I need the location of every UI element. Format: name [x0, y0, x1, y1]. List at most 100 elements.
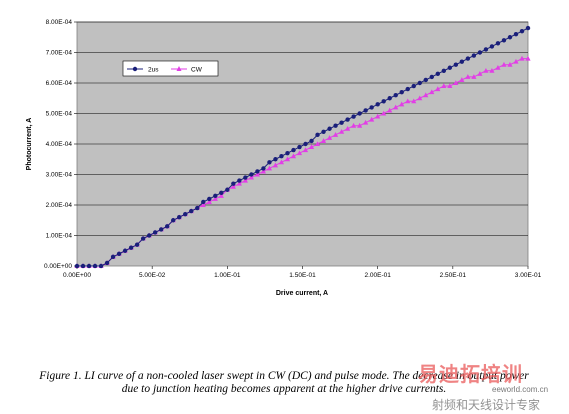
- data-point-2us: [441, 68, 447, 74]
- data-point-2us: [146, 233, 152, 238]
- data-point-cw: [314, 141, 321, 146]
- data-point-2us: [429, 74, 434, 80]
- data-point-2us: [459, 59, 465, 64]
- data-point-cw: [236, 180, 242, 186]
- data-point-cw: [489, 68, 495, 73]
- data-point-2us: [267, 160, 272, 165]
- data-point-2us: [116, 251, 122, 256]
- series-2us: [74, 25, 531, 269]
- data-point-cw: [326, 135, 333, 140]
- data-point-cw: [381, 110, 387, 116]
- data-point-cw: [218, 193, 224, 198]
- data-point-2us: [104, 260, 110, 266]
- li-curve-chart: 0.00E+00 5.00E-02 1.00E-01 1.50E-01 2.00E-01…: [26, 19, 542, 297]
- data-point-2us: [140, 236, 146, 241]
- data-point-cw: [513, 58, 519, 64]
- data-point-cw: [501, 61, 507, 67]
- data-point-cw: [417, 95, 423, 101]
- data-point-2us: [357, 111, 362, 116]
- y-tick-label: 7.00E-04: [46, 50, 73, 57]
- data-point-cw: [477, 71, 483, 76]
- data-point-cw: [423, 92, 429, 98]
- data-point-2us: [477, 50, 483, 55]
- data-point-cw: [399, 101, 405, 107]
- data-point-2us: [405, 86, 410, 92]
- data-point-2us: [519, 28, 525, 34]
- data-point-cw: [248, 174, 254, 180]
- data-point-2us: [417, 80, 422, 86]
- x-tick-label: 3.00E-01: [515, 272, 542, 279]
- data-point-cw: [495, 64, 501, 70]
- gridlines: [77, 21, 528, 236]
- x-axis-title: Drive current, A: [276, 290, 328, 297]
- data-point-2us: [321, 129, 326, 134]
- x-tick-label: 2.50E-01: [440, 272, 467, 279]
- data-point-2us: [501, 38, 507, 43]
- data-point-2us: [92, 263, 98, 269]
- data-point-2us: [339, 120, 344, 125]
- data-point-2us: [207, 196, 212, 202]
- x-axis-ticks: 0.00E+00 5.00E-02 1.00E-01 1.50E-01 2.00E-01…: [63, 266, 542, 279]
- data-point-cw: [525, 55, 531, 61]
- data-point-2us: [152, 230, 158, 235]
- data-point-cw: [242, 177, 248, 183]
- data-point-cw: [405, 98, 411, 104]
- data-point-2us: [393, 93, 398, 98]
- data-point-cw: [357, 122, 363, 128]
- data-point-cw: [411, 98, 417, 104]
- data-point-cw: [375, 113, 381, 119]
- data-point-2us: [303, 141, 308, 147]
- data-point-2us: [74, 263, 80, 269]
- y-tick-label: 4.00E-04: [46, 141, 73, 148]
- data-point-cw: [471, 74, 477, 79]
- data-point-2us: [345, 117, 350, 122]
- data-point-2us: [411, 83, 416, 89]
- data-point-cw: [453, 80, 459, 85]
- data-point-2us: [435, 71, 440, 77]
- data-point-2us: [165, 224, 170, 229]
- data-point-2us: [309, 138, 314, 144]
- x-tick-label: 2.00E-01: [364, 272, 391, 279]
- data-point-2us: [495, 41, 501, 46]
- watermark-url: eeworld.com.cn: [492, 385, 549, 394]
- caption-line-1: Figure 1. LI curve of a non-cooled laser…: [39, 370, 529, 382]
- data-point-2us: [327, 126, 332, 131]
- data-point-2us: [375, 102, 380, 107]
- data-point-2us: [333, 123, 338, 128]
- data-point-2us: [195, 205, 200, 211]
- data-point-cw: [200, 202, 206, 207]
- data-point-cw: [441, 83, 447, 89]
- data-point-2us: [183, 211, 188, 217]
- data-point-2us: [315, 132, 320, 138]
- y-tick-label: 2.00E-04: [46, 202, 73, 209]
- data-point-2us: [122, 248, 128, 253]
- watermark-brand: 易迪拓培训: [418, 362, 523, 386]
- data-point-cw: [447, 83, 453, 89]
- data-point-2us: [279, 154, 284, 159]
- data-point-2us: [98, 263, 104, 269]
- figure-caption: Figure 1. LI curve of a non-cooled laser…: [8, 370, 560, 396]
- data-point-2us: [243, 175, 248, 180]
- data-point-cw: [284, 156, 291, 162]
- data-point-2us: [447, 65, 453, 70]
- data-point-cw: [345, 125, 351, 131]
- data-point-cw: [206, 199, 212, 204]
- data-point-2us: [507, 35, 513, 40]
- data-point-2us: [513, 32, 519, 37]
- data-point-cw: [278, 159, 285, 165]
- data-point-2us: [225, 187, 230, 192]
- data-point-2us: [387, 96, 392, 101]
- data-point-cw: [429, 89, 435, 95]
- data-point-2us: [231, 181, 236, 186]
- x-tick-label: 1.50E-01: [289, 272, 316, 279]
- data-point-2us: [285, 150, 290, 156]
- legend-marker-2us: [132, 66, 138, 72]
- data-point-2us: [381, 99, 386, 104]
- data-point-cw: [351, 122, 357, 128]
- data-point-cw: [363, 119, 369, 125]
- data-point-2us: [471, 53, 477, 58]
- data-point-2us: [80, 263, 86, 269]
- data-point-2us: [363, 108, 368, 113]
- data-point-2us: [261, 166, 266, 171]
- data-point-cw: [507, 61, 513, 67]
